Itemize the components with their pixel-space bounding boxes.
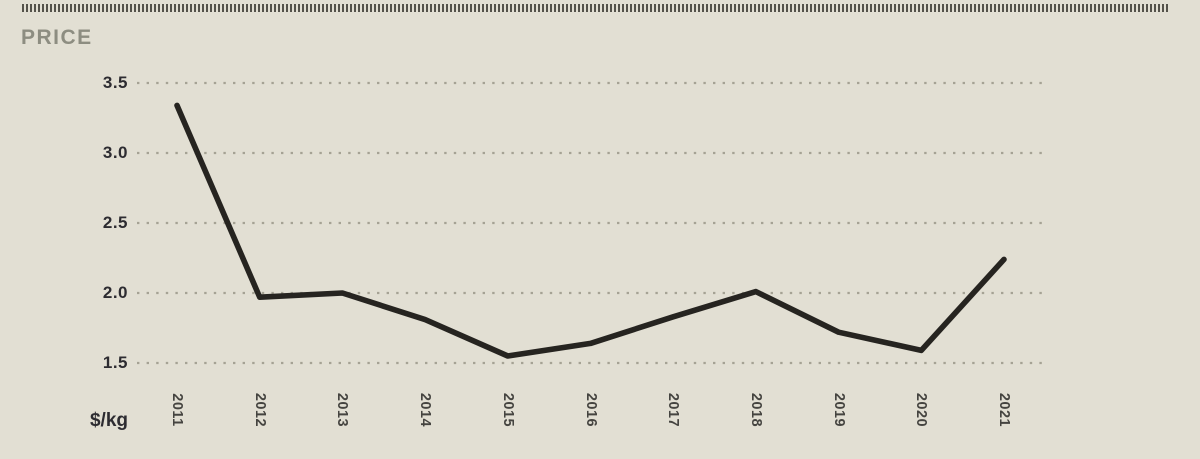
unit-label: $/kg — [89, 410, 128, 431]
x-axis-tick-label: 2015 — [499, 392, 516, 428]
x-axis-tick-label: 2017 — [665, 392, 682, 428]
x-axis-tick-label: 2019 — [830, 392, 847, 428]
x-axis-tick-label: 2011 — [169, 393, 185, 427]
x-axis-tick-label: 2016 — [582, 392, 599, 428]
y-axis-tick-label: 2.5 — [102, 213, 128, 232]
y-axis-tick-label: 2.0 — [102, 283, 128, 302]
x-axis-tick-label: 2014 — [417, 392, 434, 428]
dashed-top-border — [22, 4, 1170, 12]
x-axis-tick-label: 2021 — [996, 392, 1012, 428]
x-axis-tick-label: 2012 — [251, 392, 268, 428]
x-axis-tick-label: 2013 — [334, 392, 351, 428]
y-axis-tick-label: 1.5 — [102, 353, 128, 372]
x-axis-tick-label: 2018 — [747, 392, 764, 428]
page-title: PRICE — [21, 26, 93, 49]
x-axis-tick-label: 2020 — [913, 392, 930, 428]
y-axis-tick-label: 3.5 — [102, 73, 128, 92]
price-line-series — [174, 102, 1007, 359]
y-axis-tick-label: 3.0 — [102, 143, 128, 162]
